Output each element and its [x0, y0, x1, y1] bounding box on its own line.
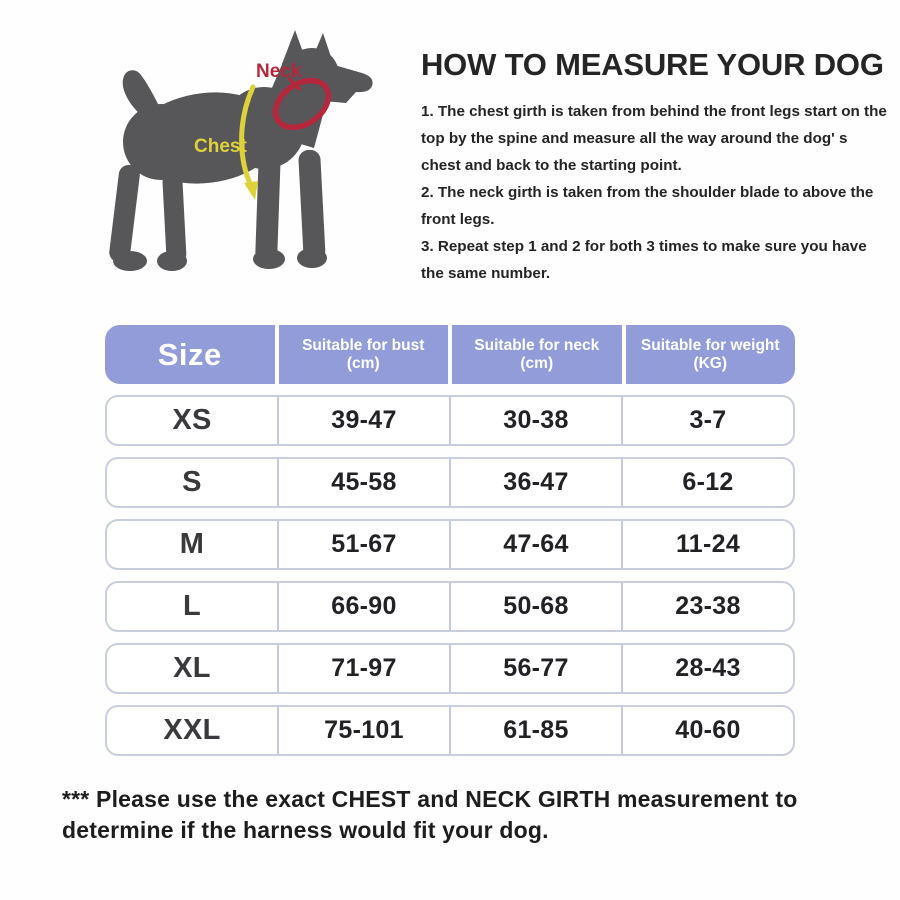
column-header-weight: Suitable for weight (KG) — [621, 325, 796, 384]
weight-cell: 40-60 — [621, 707, 793, 754]
table-row-s: S 45-58 36-47 6-12 — [105, 457, 795, 508]
size-cell: XXL — [163, 714, 221, 746]
bust-cell: 45-58 — [277, 459, 449, 506]
size-table-header: Size Suitable for bust (cm) Suitable for… — [105, 325, 795, 384]
weight-cell: 28-43 — [621, 645, 793, 692]
neck-cell: 36-47 — [449, 459, 621, 506]
weight-cell: 6-12 — [621, 459, 793, 506]
size-cell: XS — [172, 404, 212, 436]
size-cell: XL — [173, 652, 211, 684]
neck-cell: 61-85 — [449, 707, 621, 754]
bust-cell: 75-101 — [277, 707, 449, 754]
bust-cell: 71-97 — [277, 645, 449, 692]
column-header-bust: Suitable for bust (cm) — [274, 325, 449, 384]
table-row-xl: XL 71-97 56-77 28-43 — [105, 643, 795, 694]
page-title: HOW TO MEASURE YOUR DOG — [421, 47, 884, 82]
neck-girth-marker — [272, 77, 332, 131]
weight-cell: 3-7 — [621, 397, 793, 444]
column-header-size: Size — [157, 336, 222, 372]
column-header-bust-unit: (cm) — [346, 354, 380, 372]
weight-cell: 23-38 — [621, 583, 793, 630]
table-row-m: M 51-67 47-64 11-24 — [105, 519, 795, 570]
weight-cell: 11-24 — [621, 521, 793, 568]
column-header-neck-label: Suitable for neck — [474, 336, 600, 354]
size-cell: L — [182, 590, 201, 622]
chest-girth-marker — [239, 84, 258, 200]
size-cell: S — [182, 466, 202, 498]
guide-step-3: 3. Repeat step 1 and 2 for both 3 times … — [421, 238, 867, 282]
neck-cell: 47-64 — [449, 521, 621, 568]
neck-cell: 30-38 — [449, 397, 621, 444]
column-header-weight-label: Suitable for weight — [640, 336, 780, 354]
table-row-xs: XS 39-47 30-38 3-7 — [105, 395, 795, 446]
bust-cell: 66-90 — [277, 583, 449, 630]
dog-silhouette-graphic: Neck Chest — [109, 30, 373, 271]
guide-step-1: 1. The chest girth is taken from behind … — [421, 103, 887, 174]
column-header-neck-unit: (cm) — [520, 354, 554, 372]
neck-cell: 50-68 — [449, 583, 621, 630]
column-header-neck: Suitable for neck (cm) — [448, 325, 622, 384]
size-table: Size Suitable for bust (cm) Suitable for… — [105, 325, 795, 756]
table-row-xxl: XXL 75-101 61-85 40-60 — [105, 705, 795, 756]
dog-measurement-illustration: Neck Chest — [106, 30, 408, 280]
footnote: *** Please use the exact CHEST and NECK … — [62, 786, 798, 843]
size-cell: M — [179, 528, 205, 560]
measuring-guide: HOW TO MEASURE YOUR DOG 1. The chest gir… — [421, 47, 889, 287]
column-header-weight-unit: (KG) — [693, 354, 728, 372]
column-header-bust-label: Suitable for bust — [302, 336, 425, 354]
bust-cell: 51-67 — [277, 521, 449, 568]
chest-label: Chest — [194, 136, 247, 157]
neck-label: Neck — [256, 61, 302, 82]
table-row-l: L 66-90 50-68 23-38 — [105, 581, 795, 632]
neck-cell: 56-77 — [449, 645, 621, 692]
guide-step-2: 2. The neck girth is taken from the shou… — [421, 184, 874, 228]
bust-cell: 39-47 — [277, 397, 449, 444]
